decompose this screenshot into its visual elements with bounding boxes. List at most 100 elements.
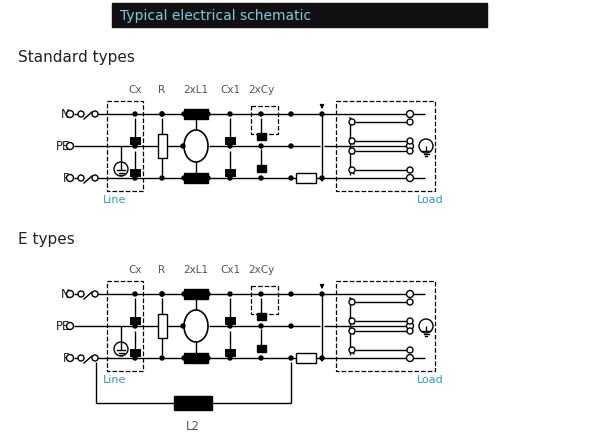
Circle shape bbox=[407, 328, 413, 334]
Circle shape bbox=[349, 148, 355, 155]
Circle shape bbox=[160, 356, 164, 360]
Bar bbox=[184, 110, 208, 120]
Bar bbox=[257, 345, 265, 352]
Circle shape bbox=[349, 139, 355, 145]
Text: Cx: Cx bbox=[128, 265, 142, 274]
Circle shape bbox=[259, 356, 263, 360]
Circle shape bbox=[407, 299, 413, 305]
Circle shape bbox=[228, 356, 232, 360]
Circle shape bbox=[407, 143, 413, 150]
Circle shape bbox=[160, 113, 164, 117]
Circle shape bbox=[78, 291, 84, 297]
Bar bbox=[112, 4, 487, 28]
Text: Cx1: Cx1 bbox=[220, 265, 240, 274]
Circle shape bbox=[349, 299, 355, 305]
Circle shape bbox=[407, 347, 413, 353]
Circle shape bbox=[349, 120, 355, 126]
Text: Typical electrical schematic: Typical electrical schematic bbox=[120, 9, 311, 23]
Circle shape bbox=[320, 177, 324, 180]
Bar bbox=[157, 314, 167, 338]
Text: E types: E types bbox=[18, 231, 75, 247]
Circle shape bbox=[228, 177, 232, 180]
Circle shape bbox=[133, 145, 137, 148]
Bar bbox=[251, 286, 278, 314]
Circle shape bbox=[133, 113, 137, 117]
Circle shape bbox=[320, 113, 324, 117]
Text: Load: Load bbox=[416, 374, 443, 384]
Circle shape bbox=[228, 145, 232, 148]
Bar bbox=[257, 313, 265, 320]
Text: N: N bbox=[61, 108, 70, 121]
Circle shape bbox=[133, 356, 137, 360]
Circle shape bbox=[407, 291, 413, 298]
Circle shape bbox=[407, 111, 413, 118]
Text: 2xL1: 2xL1 bbox=[184, 85, 209, 95]
Circle shape bbox=[182, 113, 186, 117]
Circle shape bbox=[289, 324, 293, 328]
Text: Standard types: Standard types bbox=[18, 50, 135, 65]
Circle shape bbox=[182, 177, 186, 180]
Circle shape bbox=[407, 168, 413, 173]
Bar bbox=[184, 173, 208, 184]
Circle shape bbox=[259, 292, 263, 297]
Circle shape bbox=[67, 175, 74, 182]
Circle shape bbox=[78, 355, 84, 361]
Text: R: R bbox=[158, 85, 166, 95]
Bar bbox=[336, 102, 435, 191]
Circle shape bbox=[133, 177, 137, 180]
Circle shape bbox=[206, 113, 210, 117]
Circle shape bbox=[160, 177, 164, 180]
Circle shape bbox=[419, 319, 433, 333]
Bar bbox=[174, 396, 212, 410]
Text: 2xCy: 2xCy bbox=[248, 85, 274, 95]
Text: 2xL1: 2xL1 bbox=[184, 265, 209, 274]
Circle shape bbox=[259, 145, 263, 148]
Text: Line: Line bbox=[103, 194, 127, 205]
Bar bbox=[257, 165, 265, 172]
Circle shape bbox=[114, 342, 128, 356]
Bar bbox=[296, 353, 316, 363]
Circle shape bbox=[259, 113, 263, 117]
Text: P: P bbox=[63, 352, 70, 365]
Bar bbox=[336, 281, 435, 371]
Circle shape bbox=[181, 324, 185, 328]
Circle shape bbox=[289, 177, 293, 180]
Circle shape bbox=[228, 324, 232, 328]
Circle shape bbox=[407, 120, 413, 126]
Circle shape bbox=[67, 111, 74, 118]
Bar bbox=[157, 135, 167, 159]
Bar bbox=[296, 173, 316, 184]
Circle shape bbox=[78, 176, 84, 182]
Circle shape bbox=[407, 323, 413, 330]
Bar bbox=[107, 281, 143, 371]
Circle shape bbox=[181, 145, 185, 148]
Circle shape bbox=[206, 292, 210, 297]
Circle shape bbox=[349, 318, 355, 324]
Circle shape bbox=[407, 148, 413, 155]
Text: Load: Load bbox=[416, 194, 443, 205]
Circle shape bbox=[349, 328, 355, 334]
Circle shape bbox=[78, 112, 84, 118]
Circle shape bbox=[182, 292, 186, 297]
Circle shape bbox=[228, 113, 232, 117]
Circle shape bbox=[259, 324, 263, 328]
Circle shape bbox=[67, 355, 74, 362]
Circle shape bbox=[160, 113, 164, 117]
Circle shape bbox=[92, 112, 98, 118]
Circle shape bbox=[407, 318, 413, 324]
Ellipse shape bbox=[184, 131, 208, 162]
Circle shape bbox=[349, 347, 355, 353]
Text: PE: PE bbox=[56, 320, 70, 333]
Circle shape bbox=[133, 324, 137, 328]
Text: L2: L2 bbox=[186, 419, 200, 432]
Circle shape bbox=[419, 140, 433, 154]
Circle shape bbox=[133, 292, 137, 297]
Text: PE: PE bbox=[56, 140, 70, 153]
Circle shape bbox=[67, 143, 74, 150]
Text: 2xCy: 2xCy bbox=[248, 265, 274, 274]
Circle shape bbox=[67, 323, 74, 330]
Circle shape bbox=[407, 139, 413, 145]
Circle shape bbox=[114, 162, 128, 177]
Circle shape bbox=[289, 113, 293, 117]
Circle shape bbox=[349, 168, 355, 173]
